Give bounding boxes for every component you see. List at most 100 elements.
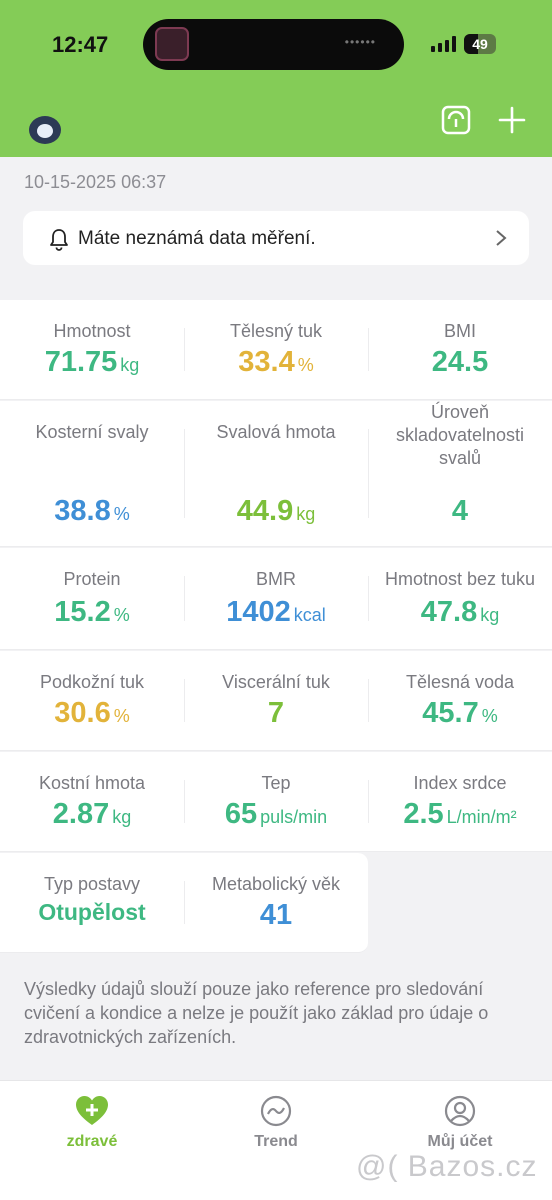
dynamic-island: ••••••: [143, 19, 404, 70]
unknown-data-notice[interactable]: Máte neznámá data měření.: [23, 211, 529, 265]
metric-value: 7: [184, 697, 368, 730]
metric-label: Svalová hmota: [216, 422, 336, 442]
cell-divider: [184, 576, 185, 621]
metric-label: Tep: [261, 773, 291, 793]
metric-unit: kcal: [293, 605, 326, 625]
metric-unit: kg: [296, 504, 316, 524]
metric-card[interactable]: Hmotnost 71.75 kg: [0, 300, 184, 399]
metric-label: Hmotnost: [53, 321, 131, 341]
metric-value: 24.5: [368, 346, 552, 379]
metric-value: 4: [368, 495, 552, 528]
trend-icon: [260, 1095, 292, 1127]
metrics-row: Protein 15.2% BMR 1402 kcal Hmotnost bez tuku…: [0, 548, 552, 650]
metric-label: Kosterní svaly: [35, 422, 149, 442]
battery-icon: 49: [464, 34, 496, 54]
metric-value: 30.6%: [0, 697, 184, 730]
tab-label: Můj účet: [427, 1133, 493, 1150]
metric-value: 41: [184, 899, 368, 932]
avatar[interactable]: [29, 116, 61, 144]
metric-unit: kg: [120, 355, 140, 375]
metric-unit: %: [113, 605, 130, 625]
metric-value: 71.75 kg: [0, 346, 184, 379]
app-header: 12:47 •••••• 49: [0, 0, 552, 157]
cell-divider: [184, 328, 185, 371]
metric-card[interactable]: BMR 1402 kcal: [184, 548, 368, 649]
metric-card[interactable]: Kosterní svaly 38.8%: [0, 401, 184, 546]
metric-value: 38.8%: [0, 495, 184, 528]
tab-label: zdravé: [66, 1133, 118, 1150]
cell-divider: [184, 881, 185, 924]
metric-unit: kg: [112, 807, 132, 827]
tab-account[interactable]: Můj účet: [368, 1095, 552, 1151]
metric-card[interactable]: Úroveň skladovatelnosti svalů 4: [368, 401, 552, 546]
metric-number: 65: [224, 798, 258, 830]
metric-card[interactable]: Tělesná voda 45.7%: [368, 651, 552, 750]
island-indicator: ••••••: [344, 35, 376, 49]
cell-divider: [368, 576, 369, 621]
metric-label: BMI: [443, 321, 476, 341]
metric-number: 41: [259, 899, 293, 931]
bell-icon: [50, 229, 68, 251]
cell-divider: [368, 429, 369, 518]
plus-icon[interactable]: [498, 106, 526, 134]
metrics-row: Podkožní tuk 30.6% Viscerální tuk 7 Tělesná …: [0, 651, 552, 751]
metric-value: 45.7%: [368, 697, 552, 730]
metric-label: Úroveň skladovatelnosti svalů: [395, 402, 525, 468]
signal-icon: [431, 36, 456, 52]
scale-icon[interactable]: [441, 105, 471, 135]
metric-number: 4: [451, 495, 469, 527]
metric-value: Otupělost: [0, 899, 184, 926]
metric-unit: %: [113, 504, 130, 524]
metric-card[interactable]: BMI 24.5: [368, 300, 552, 399]
metrics-row: Kostní hmota 2.87 kg Tep 65 puls/min Index srd…: [0, 752, 552, 852]
user-icon: [444, 1095, 476, 1127]
metrics-row: Kosterní svaly 38.8% Svalová hmota 44.9 kg Úr…: [0, 401, 552, 547]
watermark: @( Bazos.cz: [356, 1150, 538, 1183]
cell-divider: [368, 679, 369, 722]
metric-number: 30.6: [54, 697, 111, 729]
metric-card[interactable]: Podkožní tuk 30.6%: [0, 651, 184, 750]
metrics-row: Hmotnost 71.75 kg Tělesný tuk 33.4% BMI 24.5: [0, 300, 552, 400]
metric-number: 24.5: [431, 346, 489, 378]
tab-health[interactable]: zdravé: [0, 1095, 184, 1151]
metric-number: 71.75: [44, 346, 118, 378]
metric-value: 47.8 kg: [368, 596, 552, 629]
metric-unit: kg: [480, 605, 500, 625]
metric-number: 45.7: [422, 697, 479, 729]
metric-card[interactable]: Viscerální tuk 7: [184, 651, 368, 750]
metric-card[interactable]: Tělesný tuk 33.4%: [184, 300, 368, 399]
chevron-right-icon: [496, 230, 507, 246]
metric-value: 2.5 L/min/m²: [368, 798, 552, 831]
metric-card[interactable]: Index srdce 2.5 L/min/m²: [368, 752, 552, 851]
metric-card[interactable]: Typ postavy Otupělost: [0, 853, 184, 952]
metric-number: 2.5: [403, 798, 444, 830]
bottom-tab-bar: zdravé Trend Můj účet: [0, 1080, 552, 1200]
metric-card[interactable]: Kostní hmota 2.87 kg: [0, 752, 184, 851]
metric-label: Metabolický věk: [211, 874, 341, 894]
metric-number: 33.4: [238, 346, 295, 378]
metric-label: Index srdce: [413, 773, 507, 793]
measurement-timestamp: 10-15-2025 06:37: [24, 172, 167, 192]
cell-divider: [368, 328, 369, 371]
metric-number: 47.8: [420, 596, 478, 628]
tab-label: Trend: [254, 1133, 298, 1150]
metric-card[interactable]: Svalová hmota 44.9 kg: [184, 401, 368, 546]
notice-text: Máte neznámá data měření.: [78, 228, 316, 249]
metric-label: Tělesný tuk: [229, 321, 323, 341]
metric-number: 7: [267, 697, 285, 729]
metric-card[interactable]: Protein 15.2%: [0, 548, 184, 649]
metric-value: 65 puls/min: [184, 798, 368, 831]
metric-unit: %: [481, 706, 498, 726]
metric-card[interactable]: Metabolický věk 41: [184, 853, 368, 952]
metric-value: 2.87 kg: [0, 798, 184, 831]
metric-label: Typ postavy: [43, 874, 141, 894]
heart-plus-icon: [76, 1096, 108, 1125]
metric-number: 1402: [226, 596, 291, 628]
cell-divider: [368, 780, 369, 823]
metric-label: Protein: [63, 569, 121, 589]
metric-label: Podkožní tuk: [39, 672, 145, 692]
metric-card[interactable]: Hmotnost bez tuku 47.8 kg: [368, 548, 552, 649]
metric-number: 44.9: [236, 495, 294, 527]
tab-trend[interactable]: Trend: [184, 1095, 368, 1151]
metric-card[interactable]: Tep 65 puls/min: [184, 752, 368, 851]
